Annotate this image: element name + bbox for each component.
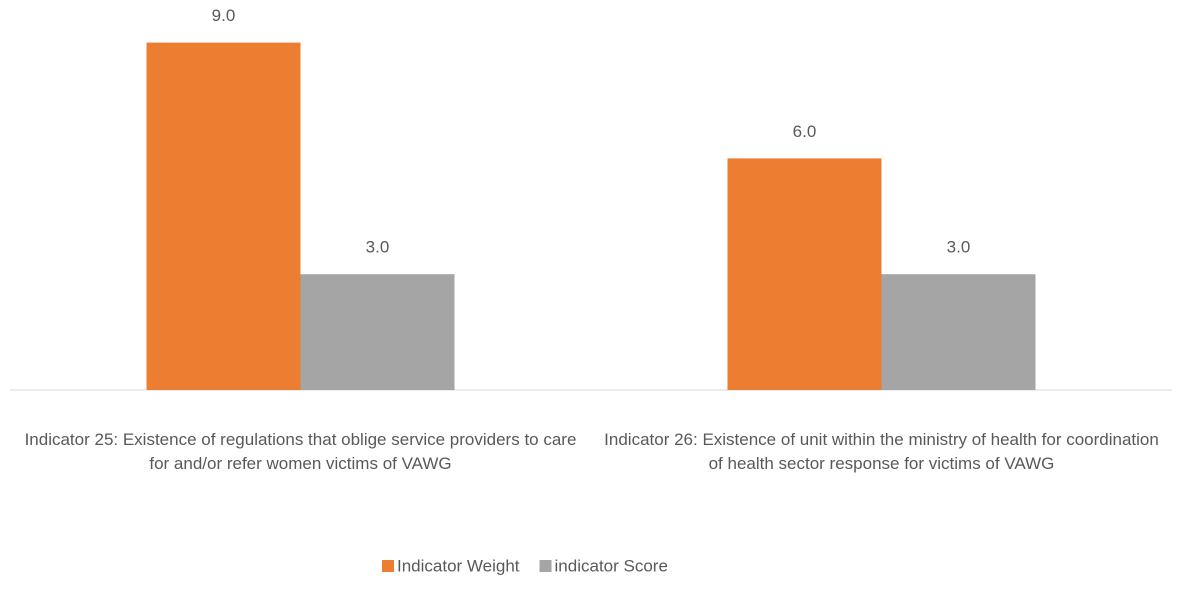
bar [881,274,1036,390]
data-label: 3.0 [947,238,971,257]
data-label: 9.0 [212,6,236,25]
data-label: 3.0 [366,238,390,257]
legend-swatch [382,560,394,572]
x-tick-label: Indicator 26: Existence of unit within t… [604,430,1159,473]
legend-label: Indicator Weight [397,556,520,575]
legend-swatch [539,560,552,572]
bar [300,274,455,390]
legend-label: indicator Score [555,556,668,575]
bar [146,42,301,390]
data-label: 6.0 [793,122,817,141]
x-tick-label: Indicator 25: Existence of regulations t… [24,430,577,473]
bar [727,158,882,390]
